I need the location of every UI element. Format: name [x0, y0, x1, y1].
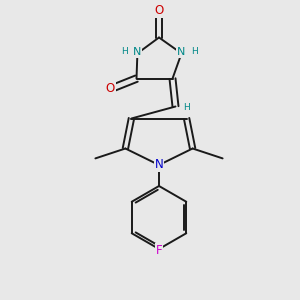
Text: N: N — [154, 158, 164, 172]
Text: O: O — [154, 4, 164, 17]
Text: N: N — [177, 47, 186, 57]
Text: N: N — [133, 47, 142, 57]
Text: H: H — [191, 47, 197, 56]
Text: H: H — [183, 103, 190, 112]
Text: H: H — [122, 47, 128, 56]
Text: F: F — [156, 244, 162, 257]
Text: O: O — [106, 82, 115, 95]
